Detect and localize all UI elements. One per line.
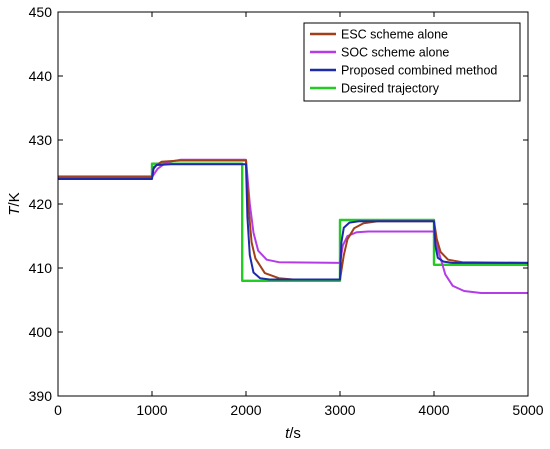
series-line-proposed-combined-method — [58, 163, 528, 281]
y-tick-label: 450 — [29, 4, 53, 20]
x-tick-label: 5000 — [512, 402, 543, 418]
y-tick-label: 430 — [29, 132, 53, 148]
legend-label: Proposed combined method — [341, 64, 497, 78]
legend-label: Desired trajectory — [341, 82, 440, 96]
legend-label: SOC scheme alone — [341, 46, 449, 60]
series-lines — [58, 158, 529, 294]
y-tick-label: 400 — [29, 324, 53, 340]
x-tick-label: 1000 — [136, 402, 167, 418]
x-tick-label: 0 — [54, 402, 62, 418]
y-tick-label: 420 — [29, 196, 53, 212]
y-tick-label: 410 — [29, 260, 53, 276]
y-tick-label: 390 — [29, 388, 53, 404]
x-tick-label: 4000 — [418, 402, 449, 418]
axis-ticks: 0 1000 2000 3000 4000 5000 390 400 410 420 430 440 4… — [29, 4, 544, 418]
y-tick-label: 440 — [29, 68, 53, 84]
x-axis-label: t/s — [285, 425, 301, 442]
series-line-desired-trajectory — [58, 162, 528, 282]
x-axis-label-unit: /s — [289, 425, 301, 442]
x-tick-label: 3000 — [324, 402, 355, 418]
x-axis-label-symbol: t — [285, 425, 290, 442]
y-axis-label-symbol: T — [6, 205, 23, 216]
x-tick-label: 2000 — [230, 402, 261, 418]
legend: ESC scheme alone SOC scheme alone Proposed… — [303, 22, 521, 102]
y-axis-label-unit: /K — [6, 192, 23, 206]
legend-label: ESC scheme alone — [341, 28, 448, 42]
y-axis-label: T/K — [6, 192, 23, 215]
legend-box — [303, 22, 521, 102]
